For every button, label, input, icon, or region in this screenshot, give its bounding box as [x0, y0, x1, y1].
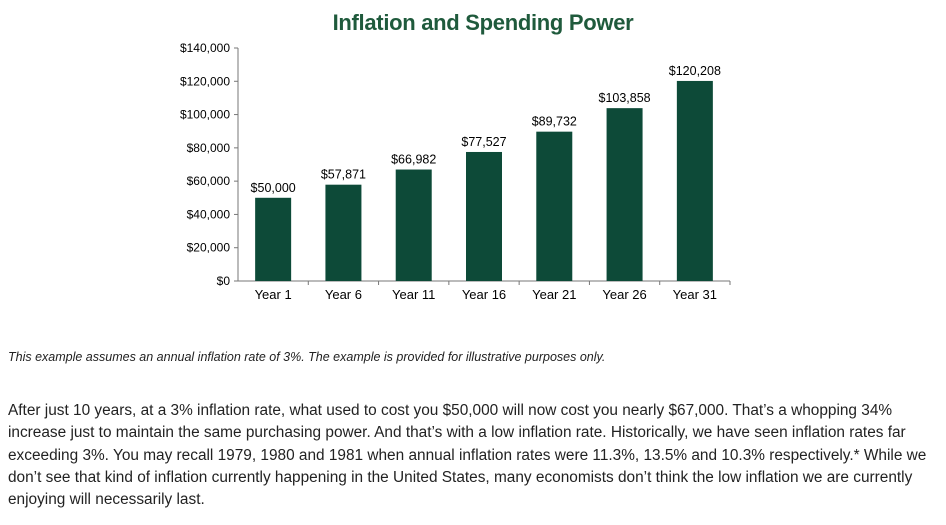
y-tick-label: $20,000	[187, 241, 231, 255]
data-label: $77,527	[461, 135, 506, 149]
bar	[255, 197, 292, 281]
y-tick-label: $140,000	[180, 41, 230, 55]
data-label: $89,732	[532, 115, 577, 129]
bar	[466, 151, 502, 281]
y-tick-label: $60,000	[187, 174, 231, 188]
y-tick-label: $40,000	[187, 207, 231, 221]
bar	[325, 184, 362, 281]
chart-title: Inflation and Spending Power	[332, 10, 634, 35]
y-tick-label: $120,000	[180, 74, 230, 88]
y-tick-label: $0	[217, 274, 231, 288]
data-label: $103,858	[599, 91, 651, 105]
bar	[395, 169, 432, 281]
y-tick-label: $80,000	[187, 141, 231, 155]
x-tick-label: Year 6	[325, 287, 362, 302]
data-label: $120,208	[669, 64, 721, 78]
x-tick-label: Year 1	[255, 287, 292, 302]
bar	[676, 80, 713, 281]
x-tick-label: Year 16	[462, 287, 506, 302]
y-tick-label: $100,000	[180, 108, 230, 122]
bar	[606, 108, 643, 282]
data-label: $50,000	[251, 181, 296, 195]
chart-footnote: This example assumes an annual inflation…	[8, 350, 606, 364]
x-tick-label: Year 21	[532, 287, 576, 302]
bar	[536, 131, 573, 281]
x-tick-label: Year 31	[673, 287, 717, 302]
body-paragraph: After just 10 years, at a 3% inflation r…	[8, 402, 927, 509]
bar-chart: $0 $20,000 $40,000 $60,000 $80,000 $100,000 $1…	[180, 41, 731, 302]
x-tick-label: Year 26	[602, 287, 646, 302]
x-tick-label: Year 11	[392, 287, 435, 302]
data-label: $57,871	[321, 168, 366, 182]
data-label: $66,982	[391, 153, 436, 167]
